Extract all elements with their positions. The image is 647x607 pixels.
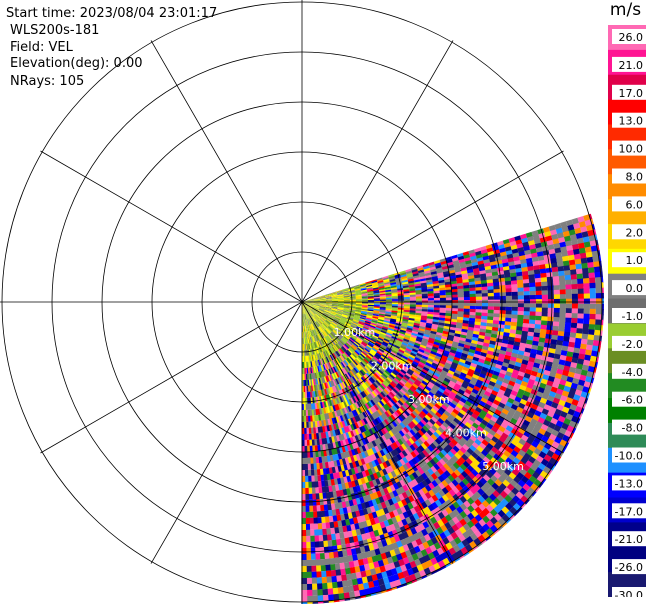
colorbar-tick-bg xyxy=(612,531,646,547)
colorbar-tick-bg xyxy=(612,112,646,128)
azimuth-spoke xyxy=(40,150,303,303)
colorbar-tick-label: -2.0 xyxy=(622,338,643,351)
colorbar-tick-label: -6.0 xyxy=(622,394,643,407)
instrument-label: WLS200s-181 xyxy=(10,23,100,38)
colorbar-tick-bg xyxy=(612,29,646,44)
azimuth-spoke xyxy=(150,40,303,303)
colorbar-tick-label: 2.0 xyxy=(626,226,644,239)
colorbar-tick-bg xyxy=(612,335,646,351)
colorbar-tick-bg xyxy=(612,168,646,184)
azimuth-spoke xyxy=(301,301,454,564)
nrays-label: NRays: 105 xyxy=(10,74,85,89)
range-label: 5.00km xyxy=(482,460,524,473)
colorbar-tick-label: 10.0 xyxy=(619,143,644,156)
colorbar: 26.0 21.0 17.0 13.0 10.0 8.0 6.0 2.0 1.0 0.0 -1.0 -… xyxy=(608,25,646,597)
colorbar-tick-label: -26.0 xyxy=(615,561,643,574)
range-label: 1.00km xyxy=(334,326,376,339)
colorbar-tick-label: 17.0 xyxy=(619,87,644,100)
colorbar-tick-label: 13.0 xyxy=(619,115,644,128)
range-labels: 1.00km 2.00km 3.00km 4.00km 5.00km xyxy=(334,326,524,473)
colorbar-tick-label: -4.0 xyxy=(622,366,643,379)
azimuth-spoke xyxy=(301,40,454,303)
azimuth-spoke xyxy=(40,301,303,454)
start-time-label: Start time: 2023/08/04 23:01:17 xyxy=(6,6,218,21)
azimuth-spokes xyxy=(0,0,604,604)
field-label: Field: VEL xyxy=(10,40,73,55)
colorbar-unit: m/s xyxy=(609,0,642,20)
range-label: 2.00km xyxy=(371,360,413,373)
colorbar-tick-label: -21.0 xyxy=(615,533,643,546)
colorbar-tick-bg xyxy=(612,280,646,296)
colorbar-tick-label: 8.0 xyxy=(626,171,644,184)
colorbar-tick-label: -30.0 xyxy=(615,589,643,597)
colorbar-tick-bg xyxy=(612,140,646,156)
azimuth-spoke xyxy=(301,150,564,303)
colorbar-tick-bg xyxy=(612,308,646,323)
colorbar-tick-bg xyxy=(612,419,646,435)
colorbar-tick-bg xyxy=(612,587,646,597)
elevation-label: Elevation(deg): 0.00 xyxy=(10,56,143,71)
colorbar-tick-label: -17.0 xyxy=(615,505,643,518)
colorbar-tick-label: 26.0 xyxy=(619,31,644,44)
colorbar-tick-bg xyxy=(612,84,646,100)
colorbar-tick-label: 0.0 xyxy=(626,282,644,295)
colorbar-tick-label: 1.0 xyxy=(626,254,644,267)
colorbar-tick-bg xyxy=(612,196,646,212)
colorbar-tick-bg xyxy=(612,252,646,268)
colorbar-tick-bg xyxy=(612,391,646,407)
colorbar-tick-bg xyxy=(612,559,646,575)
azimuth-spoke xyxy=(301,301,564,454)
azimuth-spoke xyxy=(150,301,303,564)
colorbar-tick-bg xyxy=(612,56,646,72)
colorbar-tick-bg xyxy=(612,224,646,240)
colorbar-tick-label: -13.0 xyxy=(615,477,643,490)
range-label: 3.00km xyxy=(408,393,450,406)
colorbar-tick-bg xyxy=(612,475,646,491)
colorbar-tick-bg xyxy=(612,503,646,519)
velocity-field xyxy=(301,213,604,604)
colorbar-tick-label: -1.0 xyxy=(622,310,643,323)
range-label: 4.00km xyxy=(445,426,487,439)
colorbar-tick-bg xyxy=(612,363,646,379)
colorbar-tick-label: 6.0 xyxy=(626,198,644,211)
colorbar-tick-label: -10.0 xyxy=(615,450,643,463)
colorbar-tick-label: 21.0 xyxy=(619,59,644,72)
colorbar-tick-bg xyxy=(612,447,646,463)
colorbar-tick-label: -8.0 xyxy=(622,422,643,435)
